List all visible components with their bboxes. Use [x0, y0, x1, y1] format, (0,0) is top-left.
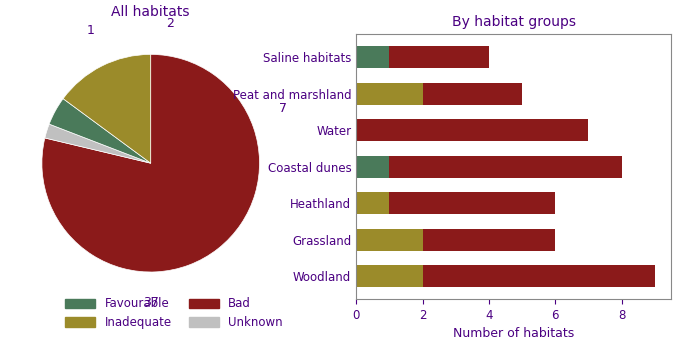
Wedge shape [42, 54, 260, 272]
Text: 7: 7 [279, 102, 288, 115]
X-axis label: Number of habitats: Number of habitats [453, 327, 575, 340]
Bar [356, 119, 588, 141]
Legend: Favourable, Inadequate, Bad, Unknown: Favourable, Inadequate, Bad, Unknown [61, 293, 288, 334]
Wedge shape [49, 99, 151, 163]
Bar [356, 156, 389, 177]
Bar [356, 192, 389, 214]
Bar [423, 265, 655, 287]
Bar [356, 265, 423, 287]
Bar [423, 83, 522, 104]
Bar [423, 229, 556, 251]
Wedge shape [45, 124, 151, 163]
Text: 1: 1 [87, 24, 95, 37]
Title: By habitat groups: By habitat groups [451, 15, 576, 29]
Text: 37: 37 [142, 296, 159, 309]
Bar [389, 46, 489, 68]
Bar [389, 192, 556, 214]
Text: 2: 2 [166, 17, 174, 31]
Bar [356, 83, 423, 104]
Title: All habitats: All habitats [112, 5, 190, 19]
Bar [389, 156, 621, 177]
Bar [356, 229, 423, 251]
Bar [356, 46, 389, 68]
Wedge shape [63, 54, 151, 163]
